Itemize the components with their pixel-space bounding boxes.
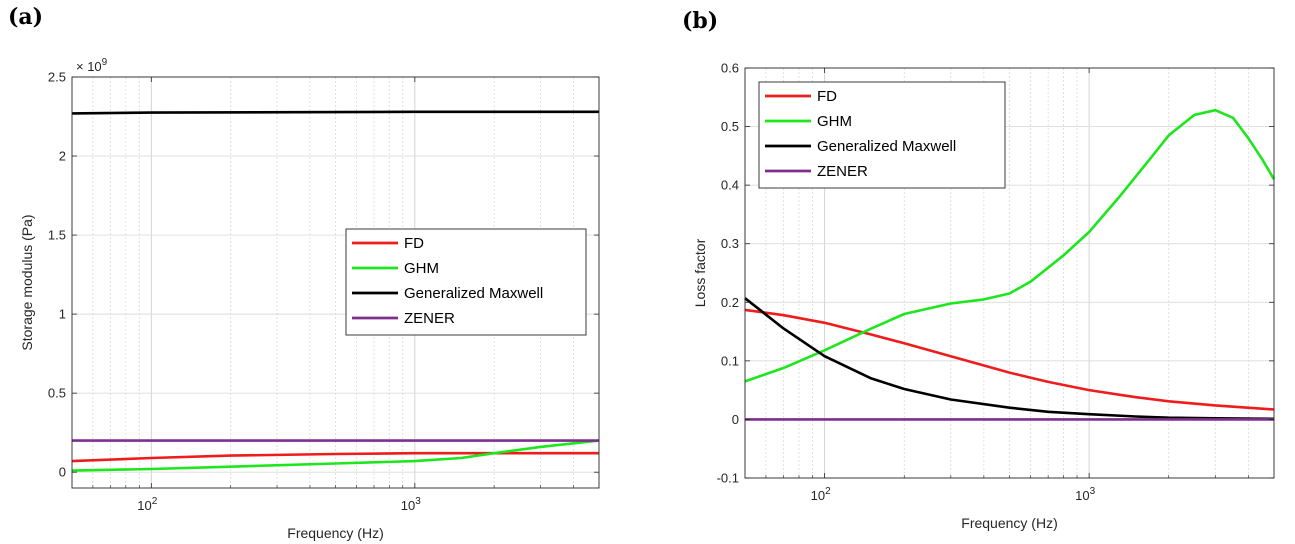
legend-label: Generalized Maxwell (404, 285, 543, 302)
y-tick-label: 2 (59, 149, 66, 164)
legend-label: ZENER (817, 163, 868, 180)
legend-label: FD (817, 88, 837, 105)
legend-label: ZENER (404, 310, 455, 327)
chart-storage-modulus: 0 0.5 1 1.5 2 2.5 102 103 × 109 Frequency (Hz) Sto… (19, 57, 600, 541)
series-line-ghm (744, 108, 1276, 383)
legend: FD GHM Generalized Maxwell ZENER (345, 228, 587, 336)
y-tick-label: 0 (59, 465, 66, 480)
chart-loss-factor: -0.1 0 0.1 0.2 0.3 0.4 0.5 0.6 102 103 Frequency (… (692, 61, 1276, 531)
series-line-generalized-maxwell (71, 110, 599, 115)
y-scale-multiplier: × 109 (76, 57, 108, 74)
y-tick-label: -0.1 (717, 471, 739, 486)
x-axis-label: Frequency (Hz) (287, 525, 383, 541)
y-tick-label: 1.5 (48, 228, 66, 243)
legend-label: Generalized Maxwell (817, 138, 956, 155)
y-axis-label: Loss factor (692, 238, 708, 307)
y-tick-label: 0.6 (721, 61, 739, 76)
x-tick-label: 102 (811, 486, 831, 503)
y-tick-label: 0 (732, 412, 739, 427)
y-tick-label: 2.5 (48, 70, 66, 85)
series-line-generalized-maxwell (744, 297, 1275, 421)
x-axis-label: Frequency (Hz) (961, 515, 1057, 531)
legend-label: GHM (817, 113, 852, 130)
x-tick-label: 103 (401, 496, 421, 513)
series-line-fd (744, 308, 1275, 411)
y-tick-label: 0.1 (721, 353, 739, 368)
series-line-ghm (71, 439, 600, 472)
x-tick-label: 102 (137, 496, 157, 513)
y-tick-label: 0.5 (721, 119, 739, 134)
y-tick-label: 0.5 (48, 386, 66, 401)
y-tick-label: 0.3 (721, 236, 739, 251)
y-axis-label: Storage modulus (Pa) (19, 214, 35, 350)
legend-label: FD (404, 235, 424, 252)
panel-label-b: (b) (682, 8, 718, 34)
x-tick-label: 103 (1075, 486, 1095, 503)
panel-label-a: (a) (8, 4, 43, 30)
legend-label: GHM (404, 260, 439, 277)
y-tick-label: 1 (59, 307, 66, 322)
legend: FD GHM Generalized Maxwell ZENER (758, 81, 1006, 189)
y-tick-label: 0.2 (721, 295, 739, 310)
y-tick-label: 0.4 (721, 178, 739, 193)
